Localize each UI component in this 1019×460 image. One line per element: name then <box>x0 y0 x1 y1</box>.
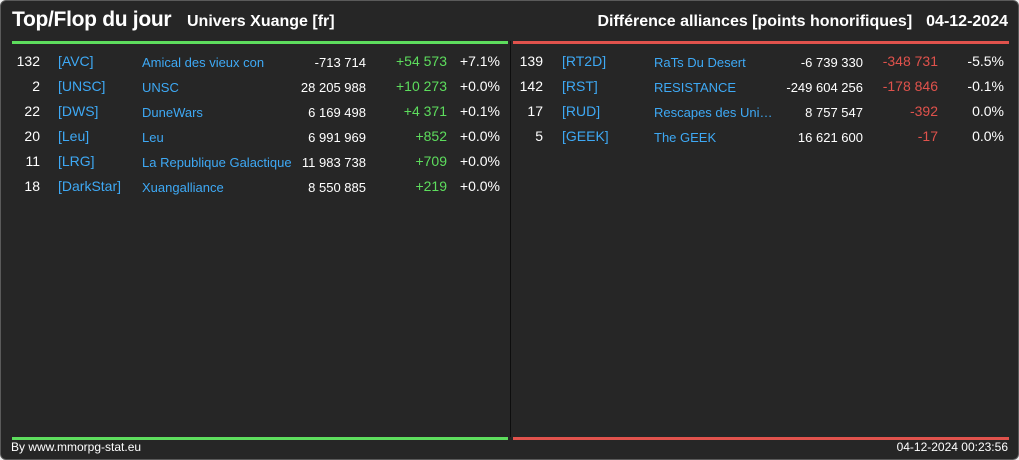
header-right: Différence alliances [points honorifique… <box>597 13 1008 31</box>
percent-cell: +0.0% <box>459 153 500 169</box>
points-cell: 6 991 969 <box>308 130 366 145</box>
flop-panel: 139 [RT2D] RaTs Du Desert -6 739 330 -34… <box>513 41 1009 440</box>
table-row: 22 [DWS] DuneWars 6 169 498 +4 371 +0.1% <box>12 99 508 124</box>
percent-cell: 0.0% <box>972 128 1004 144</box>
table-row: 142 [RST] RESISTANCE -249 604 256 -178 8… <box>513 74 1009 99</box>
rank-cell: 17 <box>527 103 543 119</box>
table-row: 139 [RT2D] RaTs Du Desert -6 739 330 -34… <box>513 49 1009 74</box>
rank-cell: 2 <box>32 78 40 94</box>
diff-cell: -348 731 <box>882 53 938 69</box>
points-cell: -6 739 330 <box>800 55 863 70</box>
percent-cell: +0.1% <box>459 103 500 119</box>
alliance-name-link[interactable]: Amical des vieux con <box>142 55 265 70</box>
header-date: 04-12-2024 <box>926 13 1008 30</box>
diff-cell: +4 371 <box>403 103 447 119</box>
diff-cell: -17 <box>917 128 938 144</box>
alliance-tag-link[interactable]: [AVC] <box>58 53 94 69</box>
page-title: Top/Flop du jour <box>12 8 172 31</box>
alliance-name-link[interactable]: Xuangalliance <box>142 180 224 195</box>
metric-label: Différence alliances [points honorifique… <box>597 13 913 30</box>
diff-cell: +852 <box>415 128 447 144</box>
alliance-name-link[interactable]: DuneWars <box>142 105 203 120</box>
table-row: 18 [DarkStar] Xuangalliance 8 550 885 +2… <box>12 174 508 199</box>
rank-cell: 20 <box>24 128 40 144</box>
universe-label: Univers Xuange [fr] <box>187 13 335 30</box>
points-cell: 16 621 600 <box>797 130 863 145</box>
rank-cell: 22 <box>24 103 40 119</box>
site-credit-link[interactable]: By www.mmorpg-stat.eu <box>11 440 142 454</box>
alliance-tag-link[interactable]: [RST] <box>562 78 598 94</box>
diff-cell: +54 573 <box>396 53 447 69</box>
generated-timestamp: 04-12-2024 00:23:56 <box>896 440 1008 454</box>
alliance-tag-link[interactable]: [RT2D] <box>562 53 607 69</box>
alliance-tag-link[interactable]: [DarkStar] <box>58 178 122 194</box>
footer: By www.mmorpg-stat.eu 04-12-2024 00:23:5… <box>1 437 1018 459</box>
points-cell: 6 169 498 <box>308 105 366 120</box>
alliance-tag-link[interactable]: [DWS] <box>58 103 99 119</box>
alliance-name-link[interactable]: UNSC <box>142 80 179 95</box>
alliance-tag-link[interactable]: [Leu] <box>58 128 90 144</box>
alliance-name-link[interactable]: Rescapes des Univ... <box>654 105 774 120</box>
table-row: 5 [GEEK] The GEEK 16 621 600 -17 0.0% <box>513 124 1009 149</box>
rank-cell: 142 <box>519 78 543 94</box>
alliance-name-link[interactable]: La Republique Galactique <box>142 155 292 170</box>
points-cell: 28 205 988 <box>300 80 366 95</box>
table-row: 2 [UNSC] UNSC 28 205 988 +10 273 +0.0% <box>12 74 508 99</box>
rank-cell: 11 <box>25 153 40 169</box>
percent-cell: -5.5% <box>967 53 1004 69</box>
diff-cell: +219 <box>415 178 447 194</box>
points-cell: 8 757 547 <box>805 105 863 120</box>
percent-cell: +0.0% <box>459 178 500 194</box>
diff-cell: +10 273 <box>396 78 447 94</box>
header: Top/Flop du jour Univers Xuange [fr] Dif… <box>1 1 1018 41</box>
percent-cell: 0.0% <box>972 103 1004 119</box>
top-panel: 132 [AVC] Amical des vieux con -713 714 … <box>12 41 508 440</box>
table-row: 20 [Leu] Leu 6 991 969 +852 +0.0% <box>12 124 508 149</box>
diff-cell: +709 <box>415 153 447 169</box>
alliance-tag-link[interactable]: [LRG] <box>58 153 95 169</box>
points-cell: -713 714 <box>314 55 366 70</box>
alliance-name-link[interactable]: RESISTANCE <box>654 80 737 95</box>
points-cell: -249 604 256 <box>786 80 863 95</box>
rank-cell: 18 <box>24 178 40 194</box>
alliance-tag-link[interactable]: [UNSC] <box>58 78 106 94</box>
rank-cell: 139 <box>519 53 543 69</box>
panel-divider <box>510 41 511 437</box>
table-row: 11 [LRG] La Republique Galactique 11 983… <box>12 149 508 174</box>
alliance-name-link[interactable]: Leu <box>142 130 164 145</box>
diff-cell: -392 <box>909 103 938 119</box>
alliance-name-link[interactable]: RaTs Du Desert <box>654 55 746 70</box>
alliance-tag-link[interactable]: [GEEK] <box>562 128 609 144</box>
points-cell: 8 550 885 <box>308 180 366 195</box>
rank-cell: 5 <box>535 128 543 144</box>
rank-cell: 132 <box>16 53 40 69</box>
diff-cell: -178 846 <box>882 78 938 94</box>
points-cell: 11 983 738 <box>301 155 366 170</box>
table-row: 17 [RUD] Rescapes des Univ... 8 757 547 … <box>513 99 1009 124</box>
alliance-name-link[interactable]: The GEEK <box>654 130 717 145</box>
table-row: 132 [AVC] Amical des vieux con -713 714 … <box>12 49 508 74</box>
percent-cell: -0.1% <box>967 78 1004 94</box>
alliance-tag-link[interactable]: [RUD] <box>562 103 601 119</box>
percent-cell: +0.0% <box>459 78 500 94</box>
percent-cell: +7.1% <box>459 53 500 69</box>
percent-cell: +0.0% <box>459 128 500 144</box>
